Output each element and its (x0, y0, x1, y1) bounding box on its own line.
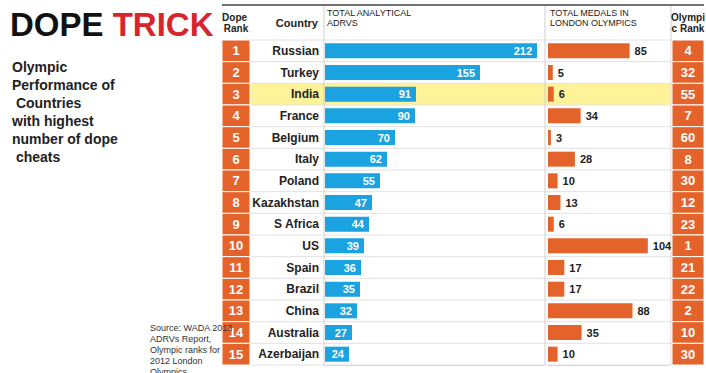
svg-text:Performance of: Performance of (12, 77, 115, 93)
svg-text:5: 5 (558, 67, 564, 79)
svg-text:8: 8 (684, 152, 691, 167)
svg-text:4: 4 (684, 43, 692, 58)
svg-text:TOTAL ANALYTICAL: TOTAL ANALYTICAL (327, 8, 413, 18)
svg-text:number of dope: number of dope (12, 131, 118, 147)
svg-text:Azerbaijan: Azerbaijan (258, 347, 319, 361)
svg-text:1: 1 (232, 43, 239, 58)
svg-text:US: US (302, 239, 319, 253)
svg-text:62: 62 (370, 153, 382, 165)
svg-text:155: 155 (457, 67, 475, 79)
svg-text:c Rank: c Rank (672, 23, 705, 34)
svg-text:44: 44 (352, 218, 365, 230)
svg-text:cheats: cheats (12, 149, 60, 165)
svg-text:13: 13 (565, 197, 577, 209)
svg-text:90: 90 (398, 110, 410, 122)
svg-text:ADRVs Report,: ADRVs Report, (150, 334, 214, 344)
svg-text:36: 36 (344, 262, 356, 274)
svg-text:35: 35 (343, 283, 355, 295)
svg-text:5: 5 (232, 130, 239, 145)
svg-text:6: 6 (232, 152, 239, 167)
svg-text:22: 22 (681, 282, 695, 297)
svg-text:10: 10 (681, 325, 695, 340)
svg-text:with highest: with highest (11, 113, 98, 129)
svg-text:Olympi: Olympi (671, 12, 705, 23)
svg-text:S Africa: S Africa (274, 217, 319, 231)
svg-text:Poland: Poland (279, 174, 319, 188)
svg-text:8: 8 (232, 195, 239, 210)
svg-text:10: 10 (563, 348, 575, 360)
svg-text:Dope: Dope (222, 12, 250, 23)
svg-text:13: 13 (229, 303, 243, 318)
svg-text:60: 60 (681, 130, 695, 145)
svg-text:LONDON OLYMPICS: LONDON OLYMPICS (550, 18, 637, 28)
svg-text:10: 10 (563, 175, 575, 187)
svg-text:12: 12 (229, 282, 243, 297)
svg-text:23: 23 (681, 217, 695, 232)
svg-text:24: 24 (332, 348, 345, 360)
svg-text:India: India (291, 87, 319, 101)
svg-text:55: 55 (363, 175, 375, 187)
svg-text:30: 30 (681, 173, 695, 188)
svg-text:91: 91 (399, 88, 411, 100)
svg-text:88: 88 (637, 305, 649, 317)
svg-text:21: 21 (681, 260, 695, 275)
svg-text:Belgium: Belgium (272, 131, 319, 145)
svg-text:Olympic: Olympic (12, 59, 71, 75)
svg-text:55: 55 (681, 87, 695, 102)
svg-text:ADRVS: ADRVS (327, 18, 358, 28)
svg-text:10: 10 (229, 238, 243, 253)
svg-text:3: 3 (232, 87, 239, 102)
svg-text:17: 17 (569, 283, 581, 295)
svg-text:39: 39 (347, 240, 359, 252)
svg-text:6: 6 (559, 218, 565, 230)
svg-text:104: 104 (653, 240, 672, 252)
svg-text:2: 2 (232, 65, 239, 80)
svg-text:12: 12 (681, 195, 695, 210)
svg-text:34: 34 (586, 110, 599, 122)
svg-text:Italy: Italy (295, 152, 319, 166)
svg-text:Rank: Rank (224, 23, 249, 34)
svg-text:3: 3 (556, 132, 562, 144)
svg-text:Olympics: Olympics (150, 367, 188, 373)
svg-text:212: 212 (514, 45, 532, 57)
svg-text:TRICK: TRICK (113, 6, 214, 43)
svg-text:7: 7 (232, 173, 239, 188)
svg-text:TOTAL MEDALS IN: TOTAL MEDALS IN (550, 8, 631, 18)
svg-text:30: 30 (681, 347, 695, 362)
svg-text:70: 70 (378, 132, 390, 144)
svg-text:Country: Country (276, 17, 319, 29)
svg-text:85: 85 (635, 45, 647, 57)
svg-text:DOPE: DOPE (10, 6, 104, 43)
svg-text:15: 15 (229, 347, 243, 362)
svg-text:Brazil: Brazil (286, 282, 319, 296)
svg-text:28: 28 (580, 153, 592, 165)
svg-text:Kazakhstan: Kazakhstan (252, 196, 319, 210)
svg-text:Olympic ranks for: Olympic ranks for (150, 345, 223, 355)
svg-text:35: 35 (587, 327, 599, 339)
svg-text:11: 11 (229, 260, 243, 275)
svg-text:2012 London: 2012 London (150, 356, 205, 366)
svg-text:17: 17 (569, 262, 581, 274)
svg-text:47: 47 (355, 197, 367, 209)
svg-text:Spain: Spain (286, 261, 319, 275)
svg-text:7: 7 (684, 108, 691, 123)
svg-text:32: 32 (681, 65, 695, 80)
svg-text:Russian: Russian (272, 44, 319, 58)
svg-text:6: 6 (559, 88, 565, 100)
svg-text:9: 9 (232, 217, 239, 232)
svg-text:Countries: Countries (12, 95, 85, 111)
svg-text:Australia: Australia (268, 326, 320, 340)
svg-text:1: 1 (684, 238, 691, 253)
svg-text:2: 2 (684, 303, 691, 318)
svg-text:4: 4 (232, 108, 240, 123)
svg-text:32: 32 (340, 305, 352, 317)
svg-text:Source: WADA 2013: Source: WADA 2013 (150, 323, 235, 333)
svg-text:27: 27 (335, 327, 347, 339)
svg-text:14: 14 (228, 325, 244, 340)
svg-text:Turkey: Turkey (281, 66, 320, 80)
svg-text:China: China (286, 304, 320, 318)
svg-text:France: France (280, 109, 320, 123)
